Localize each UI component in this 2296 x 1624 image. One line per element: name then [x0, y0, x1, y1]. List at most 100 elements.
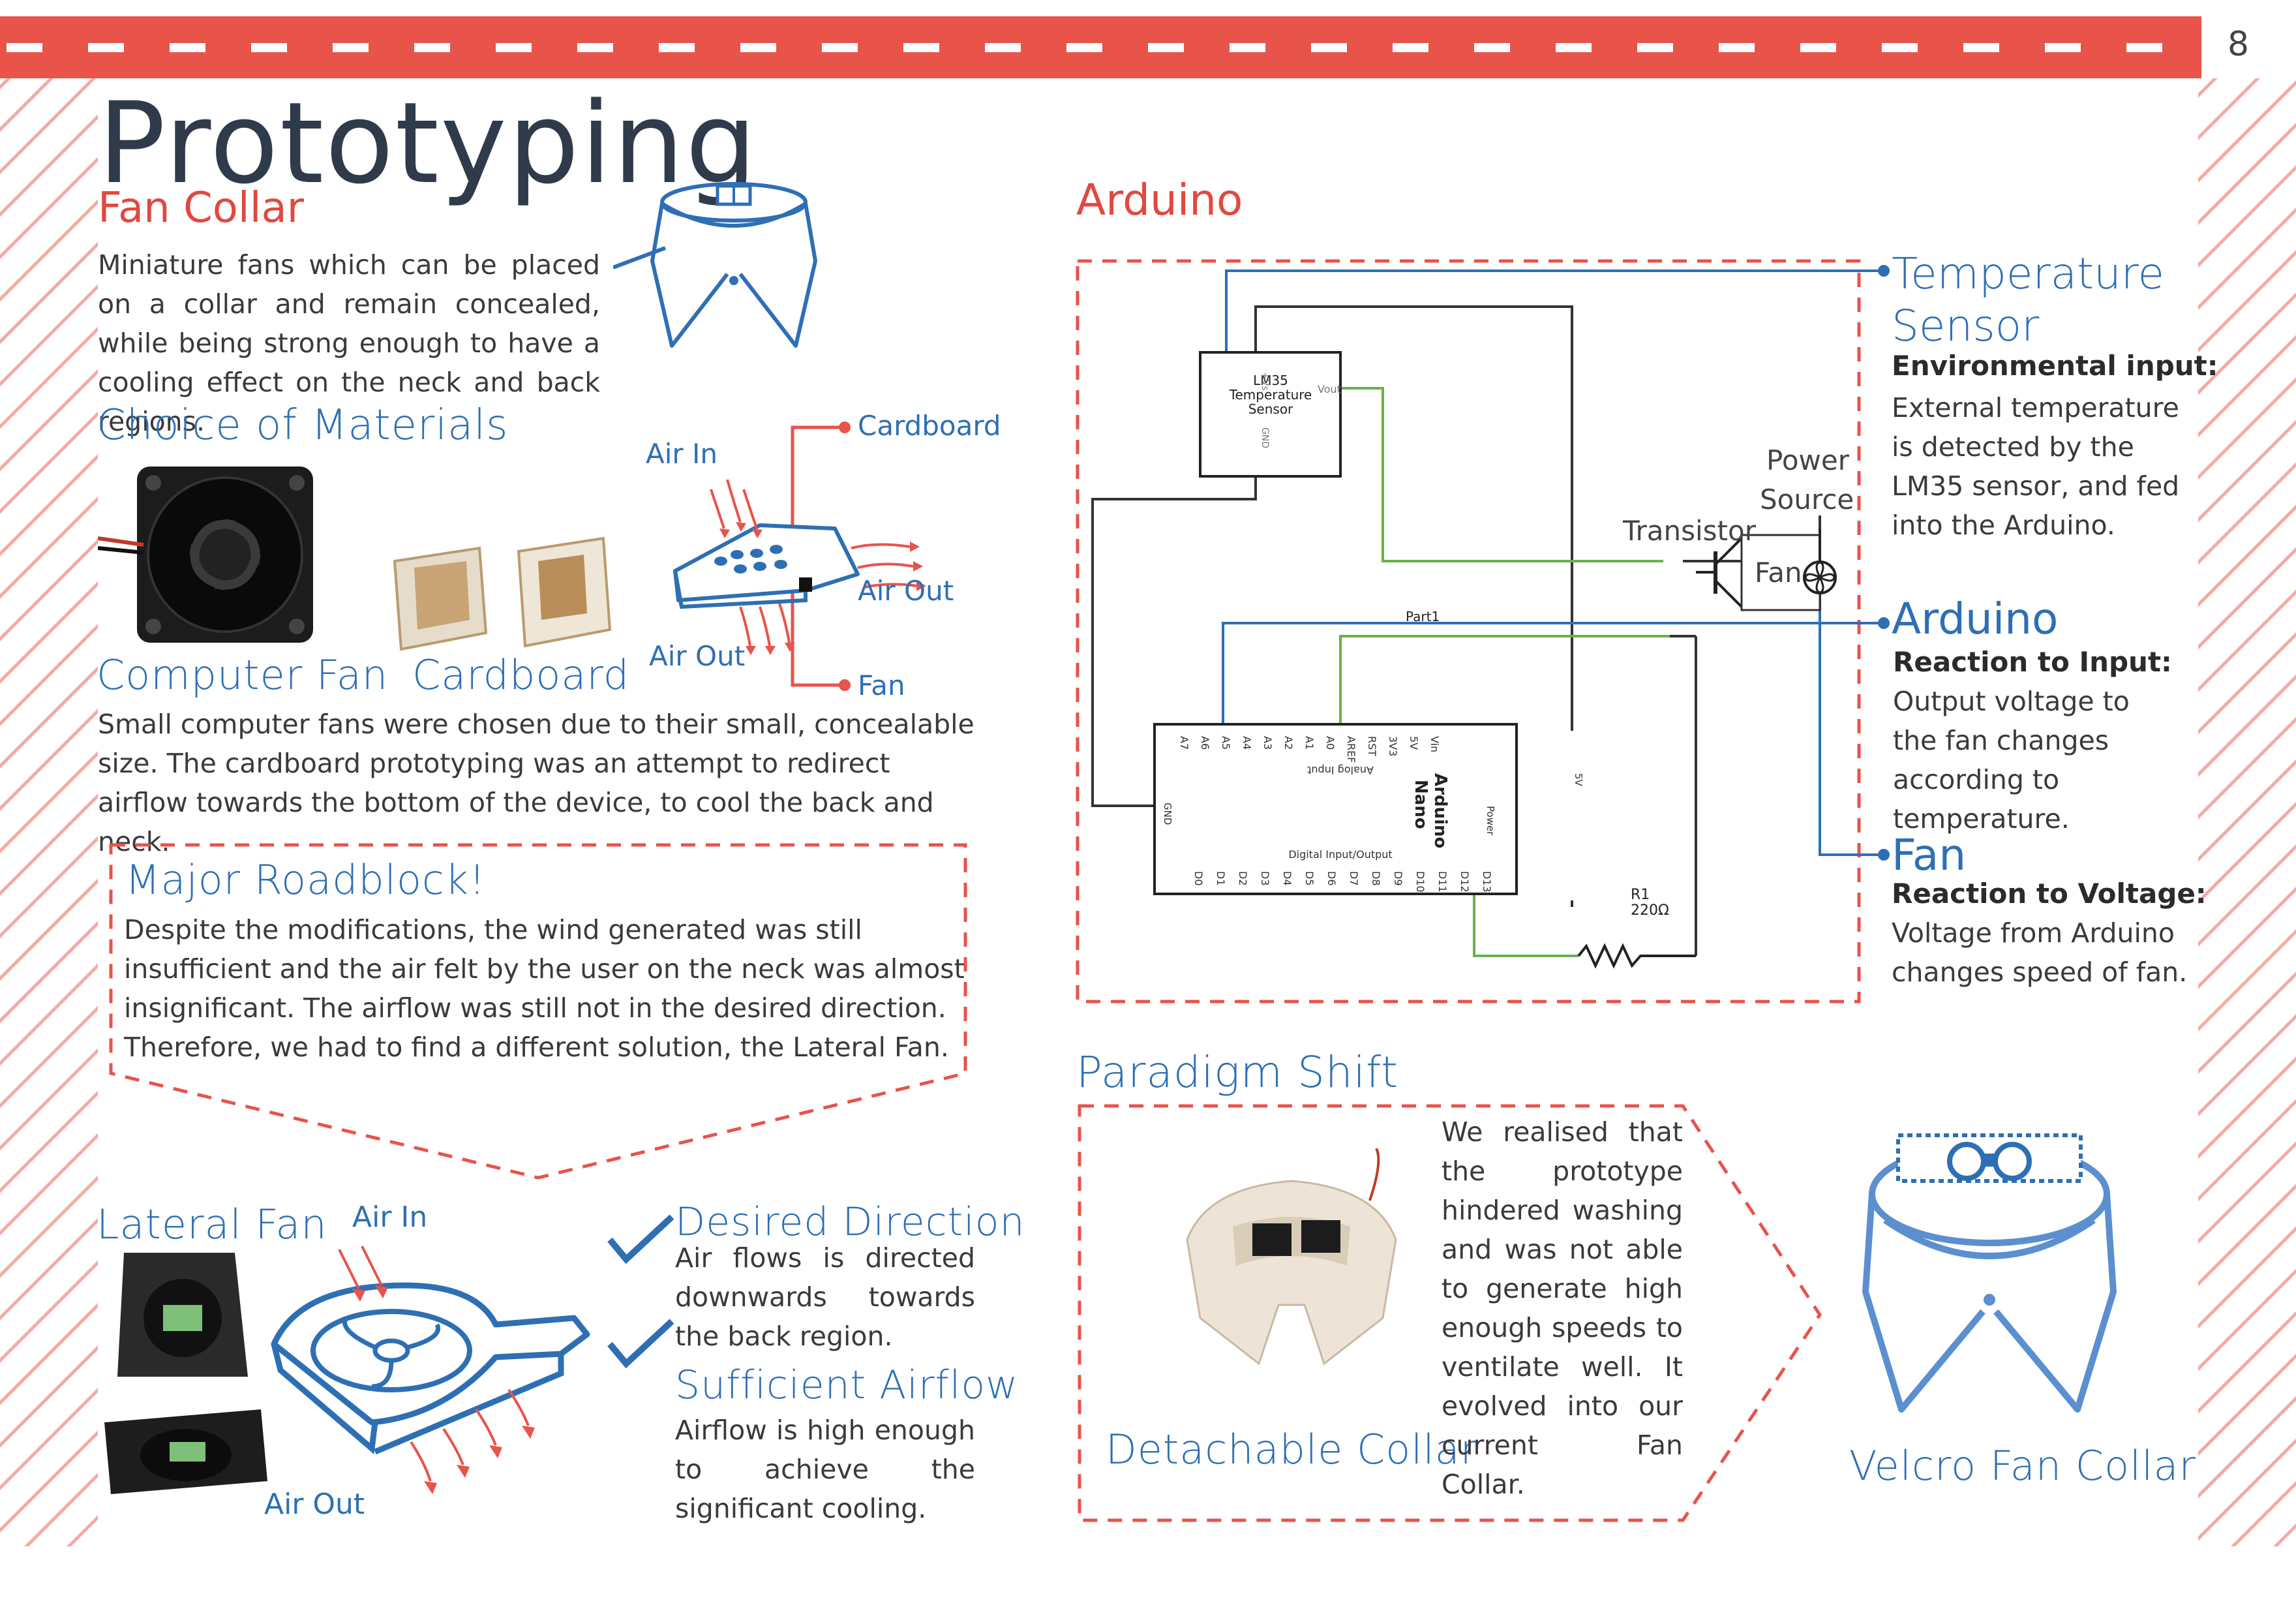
transistor-label: Transistor	[1622, 515, 1757, 547]
temp-sensor-body: External temperature is detected by the …	[1892, 392, 2180, 541]
cardboard-airflow-diagram: Air In Air Out Air Out Cardboard Fan	[646, 410, 1001, 701]
nano-pin-label: A0	[1324, 736, 1337, 750]
roadblock-body: Despite the modifications, the wind gene…	[124, 914, 965, 1063]
lm35-label-3: Sensor	[1248, 401, 1293, 417]
digital-io-label: Digital Input/Output	[1288, 848, 1392, 861]
cardboard-label: Cardboard	[412, 651, 630, 699]
power-pin-label: Power	[1485, 806, 1496, 836]
part1-label: Part1	[1406, 609, 1440, 624]
diagram-cardboard-label: Cardboard	[858, 410, 1001, 442]
sufficient-airflow-title: Sufficient Airflow	[675, 1362, 1019, 1408]
fan-collar-heading: Fan Collar	[98, 184, 304, 232]
diagram-air-out-bottom-label: Air Out	[649, 640, 745, 672]
nano-pin-label: D1	[1215, 871, 1227, 886]
sufficient-airflow-body: Airflow is high enough to achieve the si…	[675, 1415, 975, 1524]
arduino-heading: Arduino	[1076, 175, 1243, 225]
lateral-fan-heading: Lateral Fan	[97, 1201, 327, 1248]
roadblock-frame	[109, 843, 967, 1180]
nano-pin-label: AREF	[1345, 736, 1357, 763]
fan-collar-body: Miniature fans which can be placed on a …	[98, 249, 600, 437]
lateral-fan-photos	[104, 1253, 267, 1494]
desired-direction-body: Air flows is directed downwards towards …	[675, 1242, 975, 1352]
detachable-collar-photo	[1186, 1148, 1397, 1366]
materials-heading: Choice of Materials	[97, 401, 509, 450]
nano-pin-label: D10	[1414, 871, 1427, 893]
page-title: Prototyping	[98, 78, 758, 209]
arduino-legend-body: Output voltage to the fan changes accord…	[1893, 686, 2130, 835]
nano-pin-label: D8	[1370, 871, 1382, 886]
nano-pin-label: A4	[1241, 736, 1253, 750]
check-icon	[607, 1319, 674, 1369]
desired-direction-title: Desired Direction	[675, 1199, 1025, 1245]
nano-pin-label: D12	[1458, 871, 1471, 893]
nano-pin-label: 5V	[1408, 736, 1420, 750]
lm35-label-1: LM35	[1253, 373, 1288, 388]
paradigm-heading: Paradigm Shift	[1076, 1047, 1398, 1097]
nano-pin-label: Vin	[1428, 736, 1441, 752]
temp-sensor-title: Temperature Sensor	[1892, 249, 2165, 351]
nano-pin-label: A5	[1220, 736, 1232, 750]
vs-label: +Vs	[1260, 372, 1270, 391]
five-v-label: 5V	[1573, 773, 1584, 787]
nano-label-1: Arduino	[1430, 773, 1450, 848]
paradigm-body: We realised that the prototype hindered …	[1442, 1116, 1683, 1500]
paradigm-frame	[1078, 1104, 1822, 1522]
diagram-air-in-label: Air In	[646, 438, 718, 470]
fan-legend-title: Fan	[1892, 830, 1967, 880]
power-source-label-1: Power	[1766, 444, 1850, 476]
computer-fan-label: Computer Fan	[97, 651, 389, 699]
detachable-collar-label: Detachable Collar	[1106, 1426, 1478, 1473]
collar-illustration	[613, 182, 817, 348]
nano-pin-label: D5	[1303, 871, 1316, 886]
r1-value-label: 220Ω	[1631, 902, 1669, 919]
fan-legend-subtitle: Reaction to Voltage:	[1892, 878, 2207, 910]
velcro-collar-illustration	[1862, 1133, 2117, 1413]
vout-label: Vout	[1318, 383, 1341, 395]
lateral-air-in-label: Air In	[352, 1201, 427, 1234]
circuit-fan-label: Fan	[1755, 557, 1802, 589]
right-hatching	[2198, 78, 2296, 1546]
arduino-legend-subtitle: Reaction to Input:	[1893, 646, 2172, 678]
nano-pin-label: A6	[1199, 736, 1211, 750]
nano-pin-label: 3V3	[1387, 736, 1399, 756]
page-number: 8	[2228, 25, 2250, 64]
nano-pin-label: A7	[1178, 736, 1190, 750]
nano-pin-label: A2	[1282, 736, 1295, 750]
top-banner	[0, 16, 2201, 78]
nano-pin-label: D0	[1192, 871, 1205, 886]
nano-pin-label: D4	[1281, 871, 1293, 886]
check-icon	[607, 1214, 674, 1264]
nano-pin-label: D11	[1436, 871, 1449, 893]
nano-pin-label: D3	[1259, 871, 1271, 886]
materials-body: Small computer fans were chosen due to t…	[98, 709, 974, 857]
cardboard-photo	[393, 536, 612, 651]
arduino-legend-title: Arduino	[1892, 594, 2059, 644]
fan-legend-body: Voltage from Arduino changes speed of fa…	[1892, 917, 2188, 988]
diagram-fan-label: Fan	[858, 669, 905, 701]
nano-pin-label: A3	[1261, 736, 1274, 750]
nano-pin-label: D2	[1237, 871, 1249, 886]
check-icons	[607, 1214, 674, 1369]
nano-pin-label: D9	[1392, 871, 1404, 886]
diagram-air-out-right-label: Air Out	[858, 575, 954, 607]
analog-input-label: Analog Input	[1307, 764, 1374, 776]
nano-pin-label: D13	[1481, 871, 1493, 893]
computer-fan-photo	[98, 467, 313, 643]
temp-sensor-subtitle: Environmental input:	[1892, 350, 2218, 382]
lm35-label-2: Temperature	[1229, 387, 1312, 403]
lateral-air-out-label: Air Out	[264, 1488, 365, 1521]
nano-gnd-label: GND	[1162, 803, 1173, 825]
lm35-gnd-label: GND	[1260, 427, 1270, 448]
roadblock-heading: Major Roadblock!	[125, 856, 486, 904]
nano-label-2: Nano	[1411, 780, 1430, 829]
nano-pin-label: D7	[1348, 871, 1360, 886]
circuit-diagram: LM35 Temperature Sensor Vout +Vs GND Par…	[1076, 259, 1890, 1004]
velcro-collar-label: Velcro Fan Collar	[1849, 1442, 2196, 1490]
nano-pin-label: A1	[1303, 736, 1316, 750]
left-hatching	[0, 78, 98, 1546]
nano-pin-label: D6	[1325, 871, 1338, 886]
power-source-label-2: Source	[1760, 483, 1854, 515]
lateral-fan-diagram: Air In Air Out	[264, 1201, 590, 1521]
nano-pin-label: RST	[1366, 736, 1378, 756]
